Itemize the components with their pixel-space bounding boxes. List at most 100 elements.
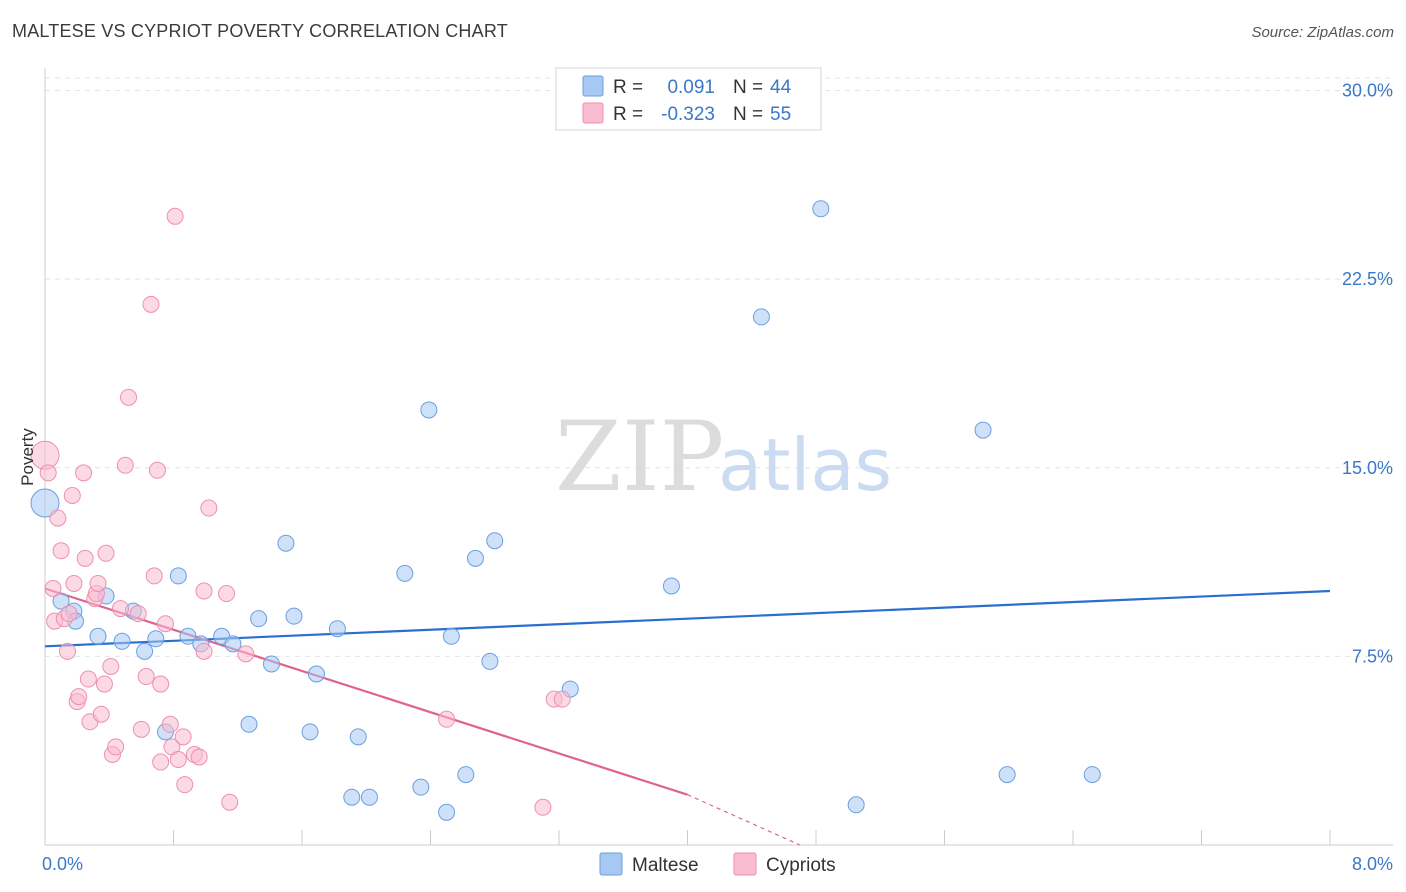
data-point-cypriots [76, 549, 94, 567]
watermark: ZIP atlas [555, 401, 892, 513]
data-point-cypriots [92, 705, 110, 723]
data-point-maltese [486, 532, 504, 550]
data-point-cypriots [60, 605, 78, 623]
chart-title: MALTESE VS CYPRIOT POVERTY CORRELATION C… [12, 21, 508, 41]
data-point-maltese [412, 778, 430, 796]
legend-swatch-cypriots [582, 102, 604, 124]
trend-line-cypriots [44, 587, 688, 796]
data-point-cypriots [553, 690, 571, 708]
data-point-cypriots [145, 567, 163, 585]
data-point-cypriots [58, 642, 76, 660]
data-point-cypriots [169, 750, 187, 768]
data-point-maltese [466, 549, 484, 567]
data-point-cypriots [120, 388, 138, 406]
data-point-cypriots [75, 464, 93, 482]
data-point-maltese [481, 652, 499, 670]
data-point-maltese [438, 803, 456, 821]
data-point-cypriots [49, 509, 67, 527]
legend-r-value: 0.091 [667, 77, 715, 98]
data-point-maltese [360, 788, 378, 806]
data-point-maltese [457, 766, 475, 784]
data-point-maltese [752, 308, 770, 326]
y-tick-label: 30.0% [1342, 81, 1393, 101]
data-point-cypriots [221, 793, 239, 811]
data-point-cypriots [218, 585, 236, 603]
data-point-cypriots [176, 776, 194, 794]
data-point-cypriots [79, 670, 97, 688]
legend-n-label: N = [733, 77, 763, 98]
data-point-maltese [420, 401, 438, 419]
legend-r-label: R = [613, 77, 643, 98]
data-point-cypriots [166, 207, 184, 225]
data-point-maltese [113, 632, 131, 650]
legend-bottom-swatch-maltese [599, 852, 623, 876]
data-point-maltese [349, 728, 367, 746]
data-point-cypriots [534, 798, 552, 816]
data-point-maltese [224, 635, 242, 653]
y-tick-labels: 7.5% 15.0% 22.5% 30.0% [1342, 81, 1393, 667]
data-point-maltese [277, 534, 295, 552]
x-tick-label: 0.0% [42, 854, 83, 874]
data-point-cypriots [152, 753, 170, 771]
data-point-cypriots [63, 486, 81, 504]
source-credit: Source: ZipAtlas.com [1251, 24, 1394, 41]
data-point-cypriots [102, 657, 120, 675]
trend-line-maltese [44, 589, 1331, 648]
data-point-cypriots [148, 461, 166, 479]
data-point-maltese [179, 627, 197, 645]
data-point-cypriots [152, 675, 170, 693]
x-tick-label: 8.0% [1352, 854, 1393, 874]
data-point-cypriots [156, 615, 174, 633]
data-point-maltese [396, 564, 414, 582]
data-point-cypriots [137, 668, 155, 686]
legend-r-label: R = [613, 104, 643, 125]
data-point-cypriots [39, 464, 57, 482]
data-point-cypriots [132, 720, 150, 738]
data-points [30, 200, 1101, 821]
y-tick-label: 15.0% [1342, 458, 1393, 478]
data-point-maltese [147, 630, 165, 648]
legend-swatch-maltese [582, 75, 604, 97]
data-point-cypriots [195, 582, 213, 600]
legend-n-value: 44 [770, 77, 792, 98]
trend-line-extension [687, 794, 801, 846]
data-point-cypriots [200, 499, 218, 517]
data-point-maltese [136, 642, 154, 660]
data-point-maltese [30, 488, 60, 518]
x-tick-labels: 0.0% 8.0% [42, 854, 1393, 874]
data-point-maltese [52, 592, 70, 610]
legend-n-value: 55 [770, 104, 791, 125]
y-tick-label: 22.5% [1342, 269, 1393, 289]
data-point-cypriots [95, 675, 113, 693]
data-point-maltese [285, 607, 303, 625]
data-point-cypriots [161, 715, 179, 733]
data-point-cypriots [174, 728, 192, 746]
data-point-cypriots [44, 579, 62, 597]
data-point-maltese [812, 200, 830, 218]
data-point-cypriots [237, 645, 255, 663]
data-point-cypriots [116, 456, 134, 474]
legend-top: R = 0.091 N = 44 R = -0.323 N = 55 [555, 67, 822, 131]
data-point-cypriots [70, 688, 88, 706]
data-point-cypriots [129, 605, 147, 623]
data-point-cypriots [52, 542, 70, 560]
data-point-maltese [442, 627, 460, 645]
data-point-maltese [240, 715, 258, 733]
legend-bottom-swatch-cypriots [733, 852, 757, 876]
legend-bottom: Maltese Cypriots [599, 852, 836, 876]
legend-r-value: -0.323 [661, 104, 715, 125]
y-tick-label: 7.5% [1352, 646, 1393, 666]
data-point-cypriots [65, 574, 83, 592]
data-point-cypriots [438, 710, 456, 728]
data-point-maltese [662, 577, 680, 595]
data-point-cypriots [195, 642, 213, 660]
data-point-cypriots [97, 544, 115, 562]
data-point-maltese [328, 620, 346, 638]
trend-lines [44, 587, 1331, 846]
data-point-maltese [89, 627, 107, 645]
data-point-maltese [301, 723, 319, 741]
grid-lines [45, 77, 1393, 657]
data-point-cypriots [89, 574, 107, 592]
data-point-maltese [1083, 766, 1101, 784]
